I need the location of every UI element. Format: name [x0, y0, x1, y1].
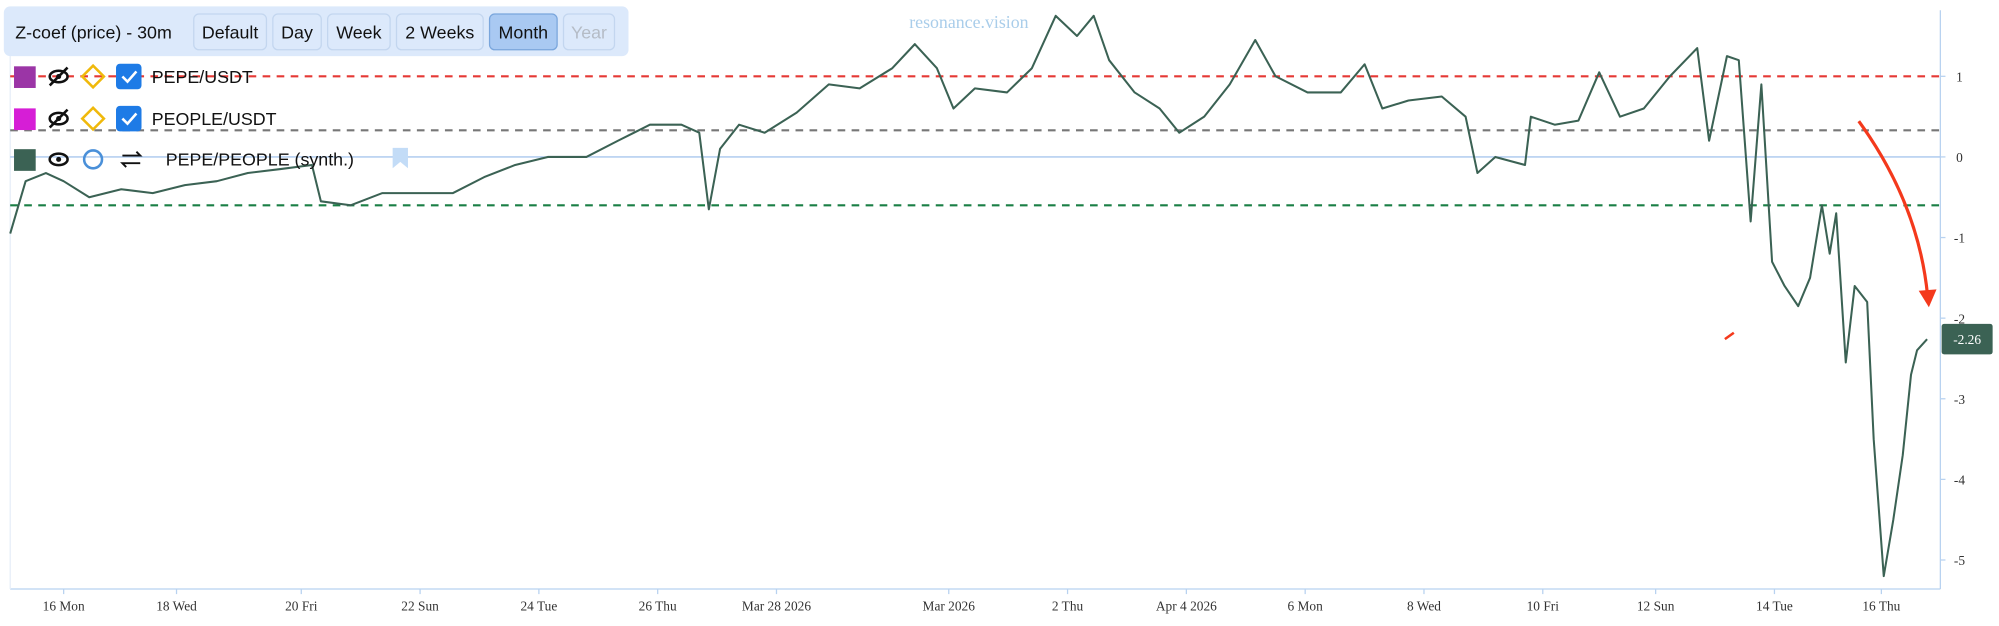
annotation-arrow: [1857, 120, 1930, 296]
watermark: resonance.vision: [909, 12, 1028, 32]
toolbar-button-label[interactable]: 2 Weeks: [405, 22, 474, 42]
x-tick-label: 16 Thu: [1862, 599, 1900, 614]
x-tick-label: 18 Wed: [156, 599, 197, 614]
y-tick-label: -4: [1954, 472, 1965, 487]
toolbar-button[interactable]: [327, 13, 391, 51]
x-tick-label: 16 Mon: [43, 599, 85, 614]
x-tick-label: 10 Fri: [1527, 599, 1560, 614]
checkbox-mark: [121, 112, 138, 126]
visibility-icon-pupil: [56, 156, 62, 162]
legend-label[interactable]: PEPE/USDT: [152, 67, 253, 87]
toolbar-button[interactable]: [395, 13, 484, 51]
visibility-icon-slash: [48, 108, 69, 129]
toolbar-button[interactable]: [272, 13, 322, 51]
x-tick-label: 12 Sun: [1637, 599, 1675, 614]
source-icon: [82, 149, 104, 170]
x-tick-label: 8 Wed: [1407, 599, 1441, 614]
legend-label[interactable]: PEOPLE/USDT: [152, 109, 277, 129]
legend-swatch: [14, 149, 36, 171]
y-tick-label: -5: [1954, 553, 1965, 568]
visibility-icon[interactable]: [48, 111, 69, 126]
x-tick-label: 22 Sun: [401, 599, 439, 614]
x-tick-label: 6 Mon: [1288, 599, 1324, 614]
toolbar-button-label[interactable]: Week: [336, 22, 381, 42]
toolbar-button-label[interactable]: Default: [202, 22, 259, 42]
x-tick-label: 24 Tue: [520, 599, 557, 614]
toolbar-title: Z-coef (price) - 30m: [15, 22, 172, 42]
y-tick-label: 1: [1956, 69, 1963, 84]
x-tick-label: 20 Fri: [285, 599, 318, 614]
x-tick-label: 2 Thu: [1052, 599, 1084, 614]
x-tick-label: Mar 28 2026: [742, 599, 811, 614]
toolbar-button[interactable]: [488, 13, 558, 51]
toolbar-button-label: Year: [571, 22, 607, 42]
plot-area: 1 0 -1 -2 -3 -4 -5 16 Mon 18 Wed 20 Fri 22 Sun 24 T…: [9, 14, 1993, 614]
annotation-arrowhead: [1918, 289, 1937, 308]
bookmark-icon[interactable]: [392, 147, 408, 169]
exchange-icon: [80, 63, 106, 90]
toolbar-button-label[interactable]: Day: [281, 22, 313, 42]
series-line: [9, 14, 1928, 578]
toolbar: Z-coef (price) - 30m Default Day Week 2 Wee…: [3, 6, 629, 57]
x-tick-label: 14 Tue: [1756, 599, 1793, 614]
exchange-icon: [80, 105, 106, 132]
toolbar-button: [562, 13, 616, 51]
x-tick-label: Apr 4 2026: [1156, 599, 1217, 614]
checkbox-mark: [121, 70, 138, 84]
x-tick-label: 26 Thu: [639, 599, 677, 614]
toolbar-button-label[interactable]: Month: [499, 22, 549, 42]
legend-checkbox[interactable]: [116, 105, 142, 132]
last-value-badge: [1941, 323, 1993, 355]
y-tick-label: -1: [1954, 231, 1965, 246]
legend-label[interactable]: PEPE/PEOPLE (synth.): [166, 150, 354, 170]
y-tick-label: -2: [1954, 311, 1965, 326]
legend-checkbox[interactable]: [116, 63, 142, 90]
toolbar-button[interactable]: [193, 13, 268, 51]
visibility-icon[interactable]: [48, 152, 69, 167]
annotation-tick: [1724, 331, 1735, 341]
swap-icon[interactable]: [120, 151, 143, 168]
visibility-icon[interactable]: [48, 69, 69, 84]
legend-swatch: [14, 66, 36, 88]
legend: PEPE/USDT PEOPLE/USDT PEPE/PEOPLE (synth.): [14, 63, 408, 171]
legend-swatch: [14, 108, 36, 131]
y-tick-label: 0: [1956, 150, 1963, 165]
visibility-icon-slash: [48, 66, 69, 87]
y-tick-label: -3: [1954, 392, 1965, 407]
x-tick-label: Mar 2026: [923, 599, 976, 614]
last-value-label: -2.26: [1953, 332, 1981, 347]
